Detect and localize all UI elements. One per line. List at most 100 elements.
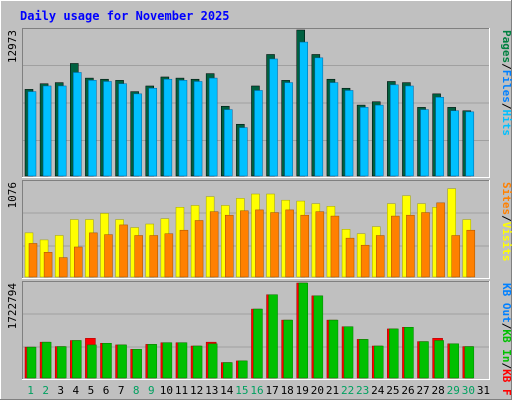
- bar-sites: [149, 235, 159, 278]
- bar-sites: [225, 214, 234, 278]
- bar-kb-in: [207, 343, 218, 379]
- bar-pages: [57, 85, 67, 177]
- x-tick-label: 11: [175, 384, 188, 397]
- bar-pages: [239, 127, 248, 177]
- bar-kb-in: [26, 346, 37, 379]
- legend-separator: /: [500, 323, 512, 330]
- bar-pages: [299, 41, 308, 177]
- bar-kb-in: [404, 327, 414, 379]
- bar-kb-in: [41, 341, 52, 379]
- bar-sites: [74, 246, 83, 278]
- bar-pages: [27, 91, 37, 177]
- bar-kb-in: [238, 360, 248, 379]
- x-tick-label: 27: [416, 384, 429, 397]
- bar-sites: [134, 235, 143, 278]
- x-tick-label: 6: [103, 384, 110, 397]
- legend-separator: /: [500, 215, 512, 222]
- bar-sites: [179, 229, 189, 278]
- bar-sites: [451, 235, 460, 278]
- bar-kb-in: [283, 319, 293, 379]
- bar-pages: [193, 81, 203, 177]
- y-max-tick-label: 1722794: [6, 283, 19, 330]
- x-tick-label: 26: [401, 384, 414, 397]
- x-tick-label: 9: [148, 384, 155, 397]
- bar-pages: [374, 104, 384, 177]
- bar-pages: [73, 72, 82, 177]
- bar-sites: [421, 212, 430, 278]
- x-tick-label: 17: [265, 384, 278, 397]
- bar-sites: [164, 233, 174, 278]
- bar-kb-in: [449, 343, 459, 379]
- y-max-tick-label: 12973: [6, 30, 19, 63]
- x-tick-label: 23: [356, 384, 369, 397]
- x-tick-label: 30: [462, 384, 475, 397]
- bar-sites: [466, 229, 476, 278]
- bar-kb-in: [389, 328, 399, 379]
- bar-kb-in: [117, 344, 127, 379]
- x-tick-label: 16: [250, 384, 263, 397]
- bar-kb-in: [162, 342, 173, 379]
- bar-pages: [359, 107, 369, 177]
- bar-kb-in: [223, 362, 233, 379]
- bar-kb-in: [298, 282, 308, 379]
- bar-sites: [209, 211, 219, 278]
- bar-pages: [208, 77, 218, 177]
- x-tick-label: 19: [296, 384, 309, 397]
- bar-pages: [314, 57, 324, 177]
- x-tick-label: 2: [42, 384, 49, 397]
- bar-sites: [58, 257, 68, 278]
- x-tick-label: 10: [160, 384, 173, 397]
- bar-sites: [345, 237, 355, 278]
- x-tick-label: 5: [88, 384, 95, 397]
- bar-pages: [224, 109, 233, 177]
- bar-pages: [88, 80, 97, 177]
- bar-sites: [255, 209, 264, 278]
- panel-legend: Sites/Visits: [500, 182, 512, 262]
- bar-kb-in: [147, 344, 158, 379]
- bar-pages: [435, 96, 444, 177]
- legend-entry: Files: [500, 70, 512, 103]
- bar-pages: [284, 82, 293, 177]
- legend-entry: Sites: [500, 182, 512, 215]
- bar-kb-in: [72, 340, 82, 379]
- legend-separator: /: [500, 63, 512, 70]
- bar-sites: [360, 244, 370, 278]
- panel-hits-files-pages: 12973 Pages/Files/Hits: [6, 28, 512, 178]
- x-tick-label: 8: [133, 384, 140, 397]
- bar-kb-in: [328, 319, 339, 379]
- bar-pages: [254, 90, 263, 177]
- bar-kb-in: [419, 341, 429, 379]
- legend-separator: /: [500, 103, 512, 110]
- bar-sites: [330, 215, 340, 278]
- x-tick-label: 4: [73, 384, 80, 397]
- panel-legend: Pages/Files/Hits: [500, 30, 512, 136]
- bar-kb-in: [56, 346, 67, 379]
- bar-sites: [240, 210, 249, 278]
- bar-sites: [270, 212, 279, 278]
- x-tick-label: 20: [311, 384, 324, 397]
- bar-kb-in: [192, 345, 203, 379]
- bar-pages: [390, 84, 399, 177]
- bar-pages: [148, 87, 158, 177]
- y-max-tick-label: 1076: [6, 182, 19, 209]
- bar-sites: [391, 215, 400, 278]
- legend-entry: Pages: [500, 30, 512, 63]
- x-tick-label: 3: [57, 384, 64, 397]
- bar-pages: [42, 85, 52, 177]
- bar-sites: [406, 214, 415, 278]
- bar-kb-in: [464, 346, 475, 379]
- panel-kbin-kbout: 1722794 KB Out/KB In/KB F: [6, 281, 512, 396]
- bar-kb-in: [358, 339, 369, 379]
- legend-entry: KB F: [500, 369, 512, 396]
- x-tick-label: 28: [432, 384, 445, 397]
- bar-sites: [194, 220, 204, 278]
- x-tick-label: 22: [341, 384, 354, 397]
- bar-sites: [89, 232, 98, 278]
- bar-kb-in: [132, 349, 142, 379]
- bar-pages: [344, 90, 354, 177]
- bar-kb-in: [313, 295, 324, 379]
- bar-kb-in: [177, 342, 188, 379]
